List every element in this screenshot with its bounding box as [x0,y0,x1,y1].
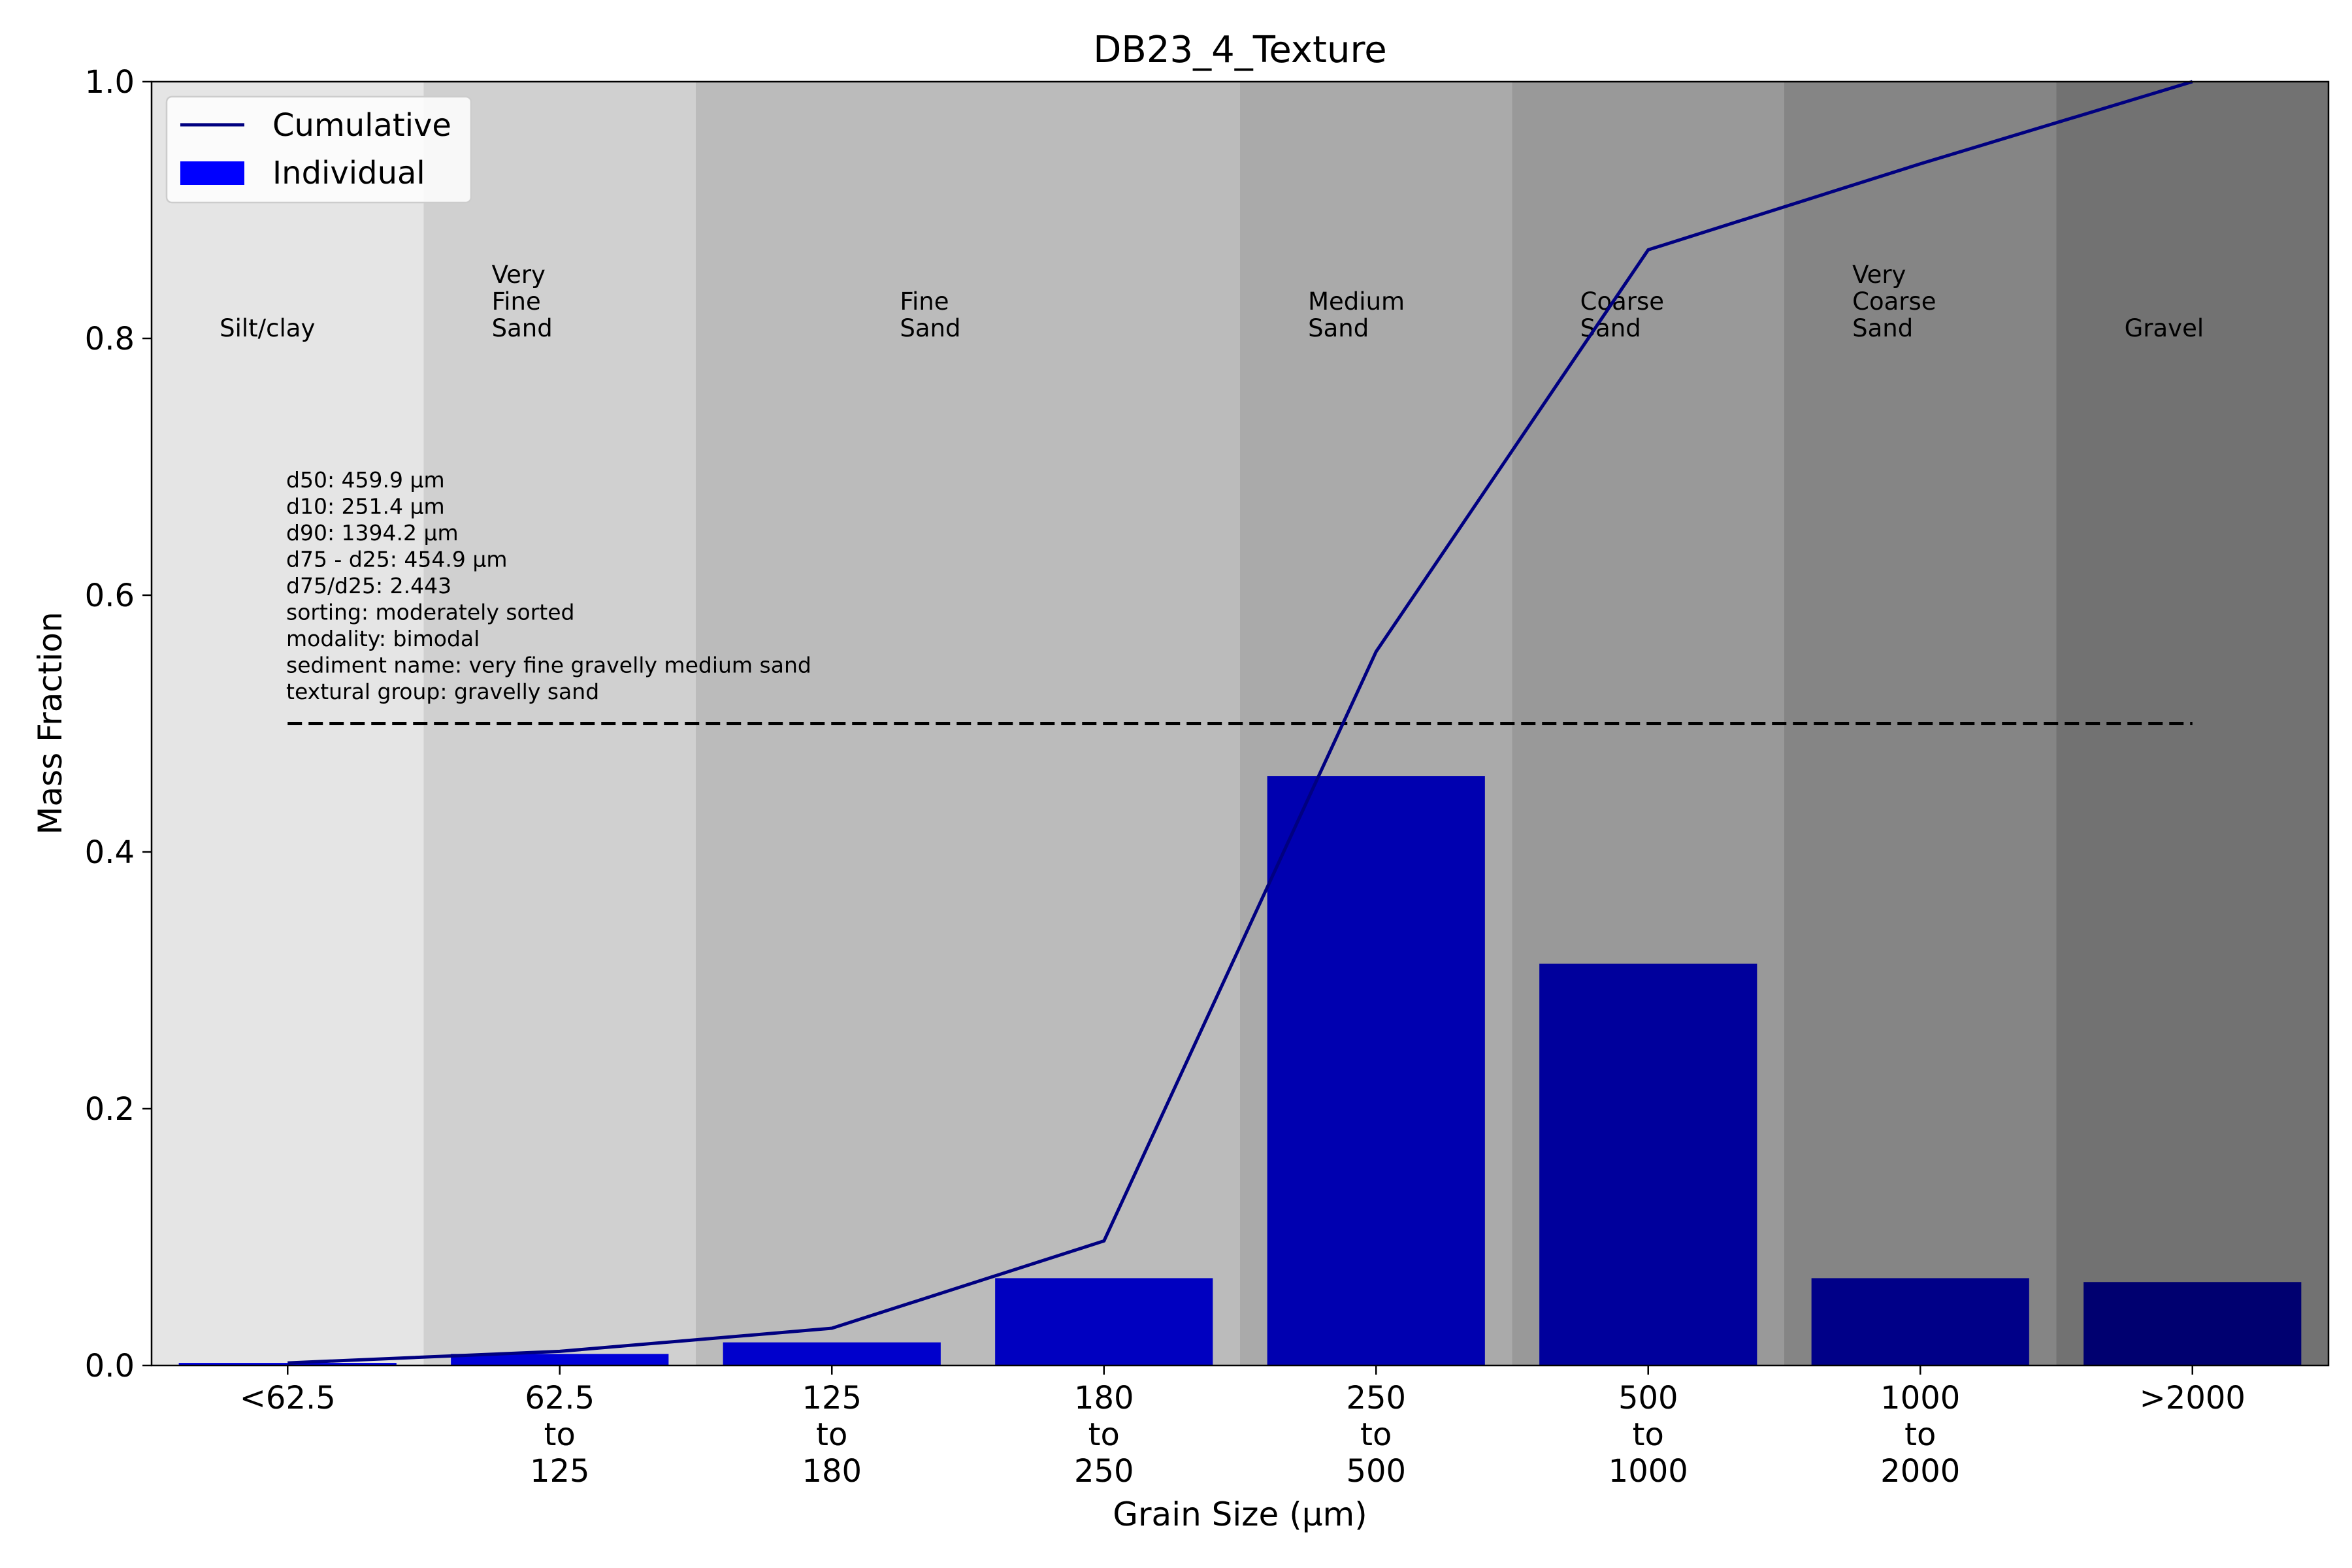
annotation-line: d75/d25: 2.443 [286,573,451,598]
bar [1539,963,1757,1365]
bar [995,1278,1213,1365]
x-tick-label: >2000 [2140,1380,2246,1416]
annotation-line: d90: 1394.2 μm [286,520,459,546]
x-tick-label: to [1633,1416,1664,1453]
legend-label-cumulative: Cumulative [272,107,451,144]
x-tick-label: 250 [1346,1380,1406,1416]
bar [1811,1278,2029,1365]
zone-label: Fine [492,287,541,316]
x-tick-label: 180 [1074,1380,1134,1416]
y-tick-label: 0.8 [85,321,135,357]
chart-title: DB23_4_Texture [1093,29,1386,71]
legend-label-individual: Individual [272,155,425,191]
x-tick-label: 1000 [1880,1380,1960,1416]
bar [2083,1282,2302,1365]
x-tick-label: 62.5 [525,1380,595,1416]
annotation-line: d75 - d25: 454.9 μm [286,547,507,572]
zone-labels: Silt/clayVeryFineSandFineSandMediumSandC… [220,261,2204,342]
y-tick-label: 0.6 [85,578,135,614]
zone-label: Sand [1852,314,1913,342]
x-tick-label: to [544,1416,576,1453]
axes: 0.00.20.40.60.81.0<62.5 62.5to125125to180… [85,64,2330,1490]
zone-label: Very [492,261,546,289]
x-tick-label: to [1904,1416,1936,1453]
zone-label: Coarse [1852,287,1936,316]
annotation-line: sorting: moderately sorted [286,600,574,625]
zone-label: Sand [1308,314,1369,342]
zone-label: Coarse [1580,287,1664,316]
zone-label: Sand [492,314,553,342]
x-tick-label: <62.5 [240,1380,336,1416]
zone-label: Very [1852,261,1906,289]
legend-swatch-individual [180,161,244,185]
x-tick-label: to [1088,1416,1120,1453]
zone-label: Gravel [2125,314,2204,342]
y-tick-label: 0.2 [85,1091,135,1128]
zone-label: Medium [1308,287,1405,316]
x-tick-label: 1000 [1609,1453,1688,1490]
annotation-line: modality: bimodal [286,626,480,651]
bar [723,1342,941,1365]
bar [178,1363,397,1365]
x-tick-label: 125 [530,1453,590,1490]
plot-frame [150,80,2330,1367]
y-tick-label: 1.0 [85,64,135,101]
zone-label: Fine [900,287,949,316]
x-tick-label: to [816,1416,847,1453]
bar [451,1354,669,1365]
x-axis-label: Grain Size (μm) [1113,1495,1367,1533]
x-tick-label: 500 [1618,1380,1678,1416]
x-tick-label: 500 [1346,1453,1406,1490]
legend: Cumulative Individual [165,95,472,204]
cumulative-line-group [287,80,2193,1365]
bar [1267,776,1485,1365]
annotation-line: d50: 459.9 μm [286,467,445,493]
annotation-line: sediment name: very fine gravelly medium… [286,653,811,678]
zone-label: Silt/clay [220,314,315,342]
individual-bars [178,776,2302,1365]
x-tick-label: 250 [1074,1453,1134,1490]
x-tick-label: 125 [802,1380,862,1416]
annotation-line: d10: 251.4 μm [286,494,445,519]
y-tick-label: 0.0 [85,1348,135,1384]
x-tick-label: 2000 [1880,1453,1960,1490]
cumulative-line [287,80,2193,1365]
x-tick-label: to [1360,1416,1392,1453]
annotation-line: textural group: gravelly sand [286,679,599,704]
zone-label: Sand [900,314,960,342]
y-tick-label: 0.4 [85,834,135,871]
x-tick-label: 180 [802,1453,862,1490]
y-axis-label: Mass Fraction [31,612,69,834]
